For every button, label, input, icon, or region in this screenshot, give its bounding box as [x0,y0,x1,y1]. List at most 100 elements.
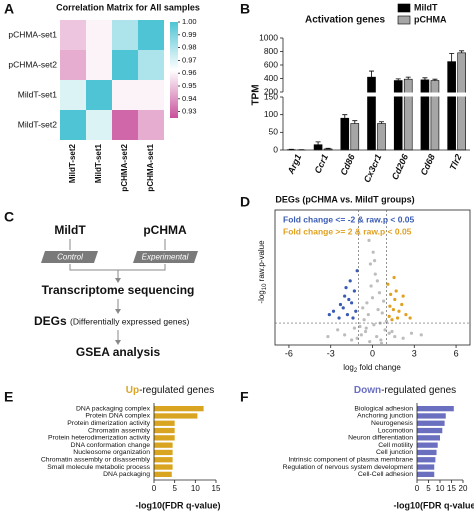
bar [154,406,204,412]
label-part: -log [257,290,266,303]
category-label: Cell motility [378,442,413,449]
point [390,318,394,322]
category-label: Chromatin assembly or disassembly [41,457,151,464]
point [365,301,369,305]
x-tick-label: 0 [152,484,157,493]
point [389,292,393,296]
category-label: DNA conformation change [71,442,151,449]
heat-cell [60,80,86,110]
heat-cell [60,20,86,50]
bar [154,442,173,448]
x-tick-label: Tlr2 [448,153,464,172]
box [41,251,98,263]
point [390,329,394,334]
heat-cell [86,50,112,80]
y-tick-label: 800 [264,46,278,56]
heat-cell [112,50,138,80]
heat-cell [86,80,112,110]
row-label: pCHMA-set2 [8,59,57,69]
bar [403,78,413,151]
step: GSEA analysis [76,345,161,359]
point [352,289,356,293]
point [392,275,396,280]
category-label: DNA packaging complex [76,405,151,412]
step: DEGs [34,314,67,328]
point [383,328,387,332]
chart-title: Correlation Matrix for All samples [56,2,200,12]
heat-cell [112,110,138,140]
x-tick-label: 15 [212,484,221,493]
x-tick-label: Cd86 [338,152,357,177]
point [401,336,405,340]
bar [417,413,446,419]
point [355,269,359,273]
point [379,338,383,342]
column-label: MildT-set1 [94,143,103,183]
y-tick-label: 600 [264,59,278,69]
bar [417,471,435,477]
arrow [69,264,166,280]
point [337,316,341,320]
label-part: raw.p-value [257,240,266,284]
heat-cell [138,80,164,110]
bar [417,435,440,441]
bar [417,420,445,426]
bar [417,427,443,434]
point [352,326,356,330]
colorbar-label: 0.98 [182,43,197,52]
category-label: Neuron differentiation [348,435,413,442]
panel-label: D [240,194,250,210]
category-label: Intrinsic component of plasma membrane [288,457,413,464]
colorbar-label: 0.93 [182,107,197,116]
category-label: DNA packaging [103,471,150,478]
bar [154,413,198,419]
bar [417,464,435,470]
point [397,309,401,313]
bar [340,117,350,151]
point [368,340,372,344]
bar [313,144,323,151]
point [404,313,408,317]
box [133,251,198,263]
point [362,318,366,322]
point [354,309,358,313]
point [343,294,347,298]
colorbar-label: 0.97 [182,55,197,64]
point [338,302,343,307]
y-tick-label: 150 [264,91,278,101]
point [369,284,373,288]
chart-title: Activation genes [305,15,385,26]
row-label: MildT-set2 [18,119,57,129]
point [355,336,359,340]
colorbar-label: 0.94 [182,94,197,103]
bar [393,80,403,151]
bar [420,79,430,151]
panel-label: B [240,1,250,17]
panel-label: A [4,1,14,17]
label-part: fold change [357,363,401,372]
label-sub: 2 [354,368,358,374]
y-tick-label: 1000 [259,32,278,42]
bar [154,435,175,441]
x-tick-label: 5 [172,484,177,493]
legend-swatch [397,3,411,13]
y-tick-label: 0 [273,144,278,154]
title-highlight: Down [354,385,381,396]
point [371,250,375,254]
point [370,296,375,300]
heat-cell [138,50,164,80]
heat-cell [86,20,112,50]
bar [154,471,172,477]
point [386,282,390,286]
point [368,262,373,266]
column-label: pCHMA-set1 [146,143,155,191]
error-bar [342,114,348,119]
y-tick-label: 100 [264,109,278,119]
x-tick-label: 5 [426,484,431,493]
point [366,313,370,317]
point [336,328,340,332]
bar [447,61,456,151]
bar [417,406,454,412]
x-tick-label: Cd68 [419,153,437,177]
